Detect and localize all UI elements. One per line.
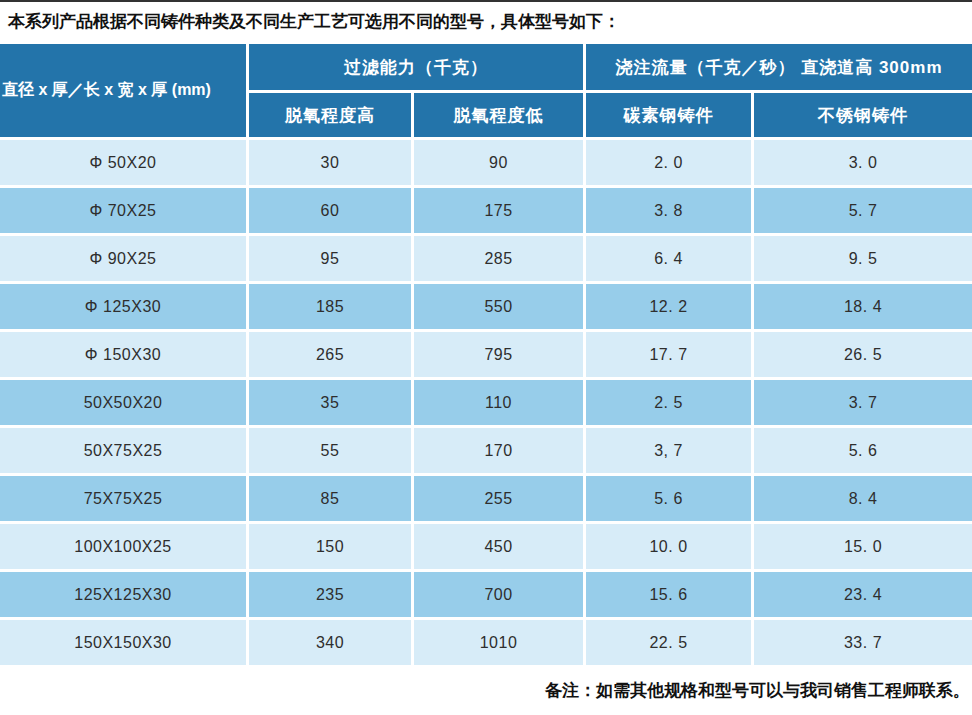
cell-value: 60 xyxy=(249,188,411,233)
cell-value: 85 xyxy=(249,476,411,521)
cell-value: 5. 6 xyxy=(754,428,972,473)
cell-value: 22. 5 xyxy=(586,620,751,665)
cell-value: 340 xyxy=(249,620,411,665)
cell-value: 3. 0 xyxy=(754,140,972,185)
cell-value: 17. 7 xyxy=(586,332,751,377)
subheader-stainless-steel: 不锈钢铸件 xyxy=(754,93,972,137)
cell-size: 100X100X25 xyxy=(0,524,246,569)
cell-value: 15. 0 xyxy=(754,524,972,569)
subheader-carbon-steel: 碳素钢铸件 xyxy=(586,93,751,137)
cell-value: 175 xyxy=(414,188,583,233)
cell-value: 3. 7 xyxy=(754,380,972,425)
cell-size: 150X150X30 xyxy=(0,620,246,665)
cell-size: Φ 90X25 xyxy=(0,236,246,281)
cell-value: 12. 2 xyxy=(586,284,751,329)
cell-value: 1010 xyxy=(414,620,583,665)
cell-value: 150 xyxy=(249,524,411,569)
cell-value: 35 xyxy=(249,380,411,425)
cell-value: 255 xyxy=(414,476,583,521)
cell-value: 5. 7 xyxy=(754,188,972,233)
cell-value: 185 xyxy=(249,284,411,329)
cell-size: Φ 70X25 xyxy=(0,188,246,233)
cell-size: Φ 50X20 xyxy=(0,140,246,185)
cell-value: 795 xyxy=(414,332,583,377)
page: 本系列产品根据不同铸件种类及不同生产工艺可选用不同的型号，具体型号如下： 直径 … xyxy=(0,0,972,715)
cell-size: 50X75X25 xyxy=(0,428,246,473)
cell-value: 3, 7 xyxy=(586,428,751,473)
cell-value: 8. 4 xyxy=(754,476,972,521)
cell-value: 33. 7 xyxy=(754,620,972,665)
cell-value: 6. 4 xyxy=(586,236,751,281)
cell-value: 700 xyxy=(414,572,583,617)
cell-value: 450 xyxy=(414,524,583,569)
cell-size: 50X50X20 xyxy=(0,380,246,425)
cell-value: 235 xyxy=(249,572,411,617)
cell-value: 9. 5 xyxy=(754,236,972,281)
cell-value: 2. 5 xyxy=(586,380,751,425)
cell-value: 23. 4 xyxy=(754,572,972,617)
cell-value: 18. 4 xyxy=(754,284,972,329)
cell-value: 15. 6 xyxy=(586,572,751,617)
cell-value: 90 xyxy=(414,140,583,185)
footnote: 备注：如需其他规格和型号可以与我司销售工程师联系。 xyxy=(0,679,970,703)
cell-size: Φ 150X30 xyxy=(0,332,246,377)
cell-size: Φ 125X30 xyxy=(0,284,246,329)
cell-value: 550 xyxy=(414,284,583,329)
cell-value: 95 xyxy=(249,236,411,281)
cell-value: 265 xyxy=(249,332,411,377)
intro-text: 本系列产品根据不同铸件种类及不同生产工艺可选用不同的型号，具体型号如下： xyxy=(0,2,972,44)
subheader-deox-low: 脱氧程度低 xyxy=(414,93,583,137)
cell-value: 5. 6 xyxy=(586,476,751,521)
cell-value: 55 xyxy=(249,428,411,473)
cell-value: 170 xyxy=(414,428,583,473)
cell-value: 30 xyxy=(249,140,411,185)
spec-table: 直径 x 厚／长 x 宽 x 厚 (mm) 过滤能力（千克） 浇注流量（千克／秒… xyxy=(0,44,972,665)
cell-value: 2. 0 xyxy=(586,140,751,185)
header-group-pour-rate: 浇注流量（千克／秒） 直浇道高 300mm xyxy=(586,44,972,90)
cell-size: 75X75X25 xyxy=(0,476,246,521)
subheader-deox-high: 脱氧程度高 xyxy=(249,93,411,137)
cell-value: 110 xyxy=(414,380,583,425)
header-size-column: 直径 x 厚／长 x 宽 x 厚 (mm) xyxy=(0,44,246,137)
header-group-filter-capacity: 过滤能力（千克） xyxy=(249,44,583,90)
cell-size: 125X125X30 xyxy=(0,572,246,617)
cell-value: 285 xyxy=(414,236,583,281)
cell-value: 26. 5 xyxy=(754,332,972,377)
cell-value: 3. 8 xyxy=(586,188,751,233)
cell-value: 10. 0 xyxy=(586,524,751,569)
